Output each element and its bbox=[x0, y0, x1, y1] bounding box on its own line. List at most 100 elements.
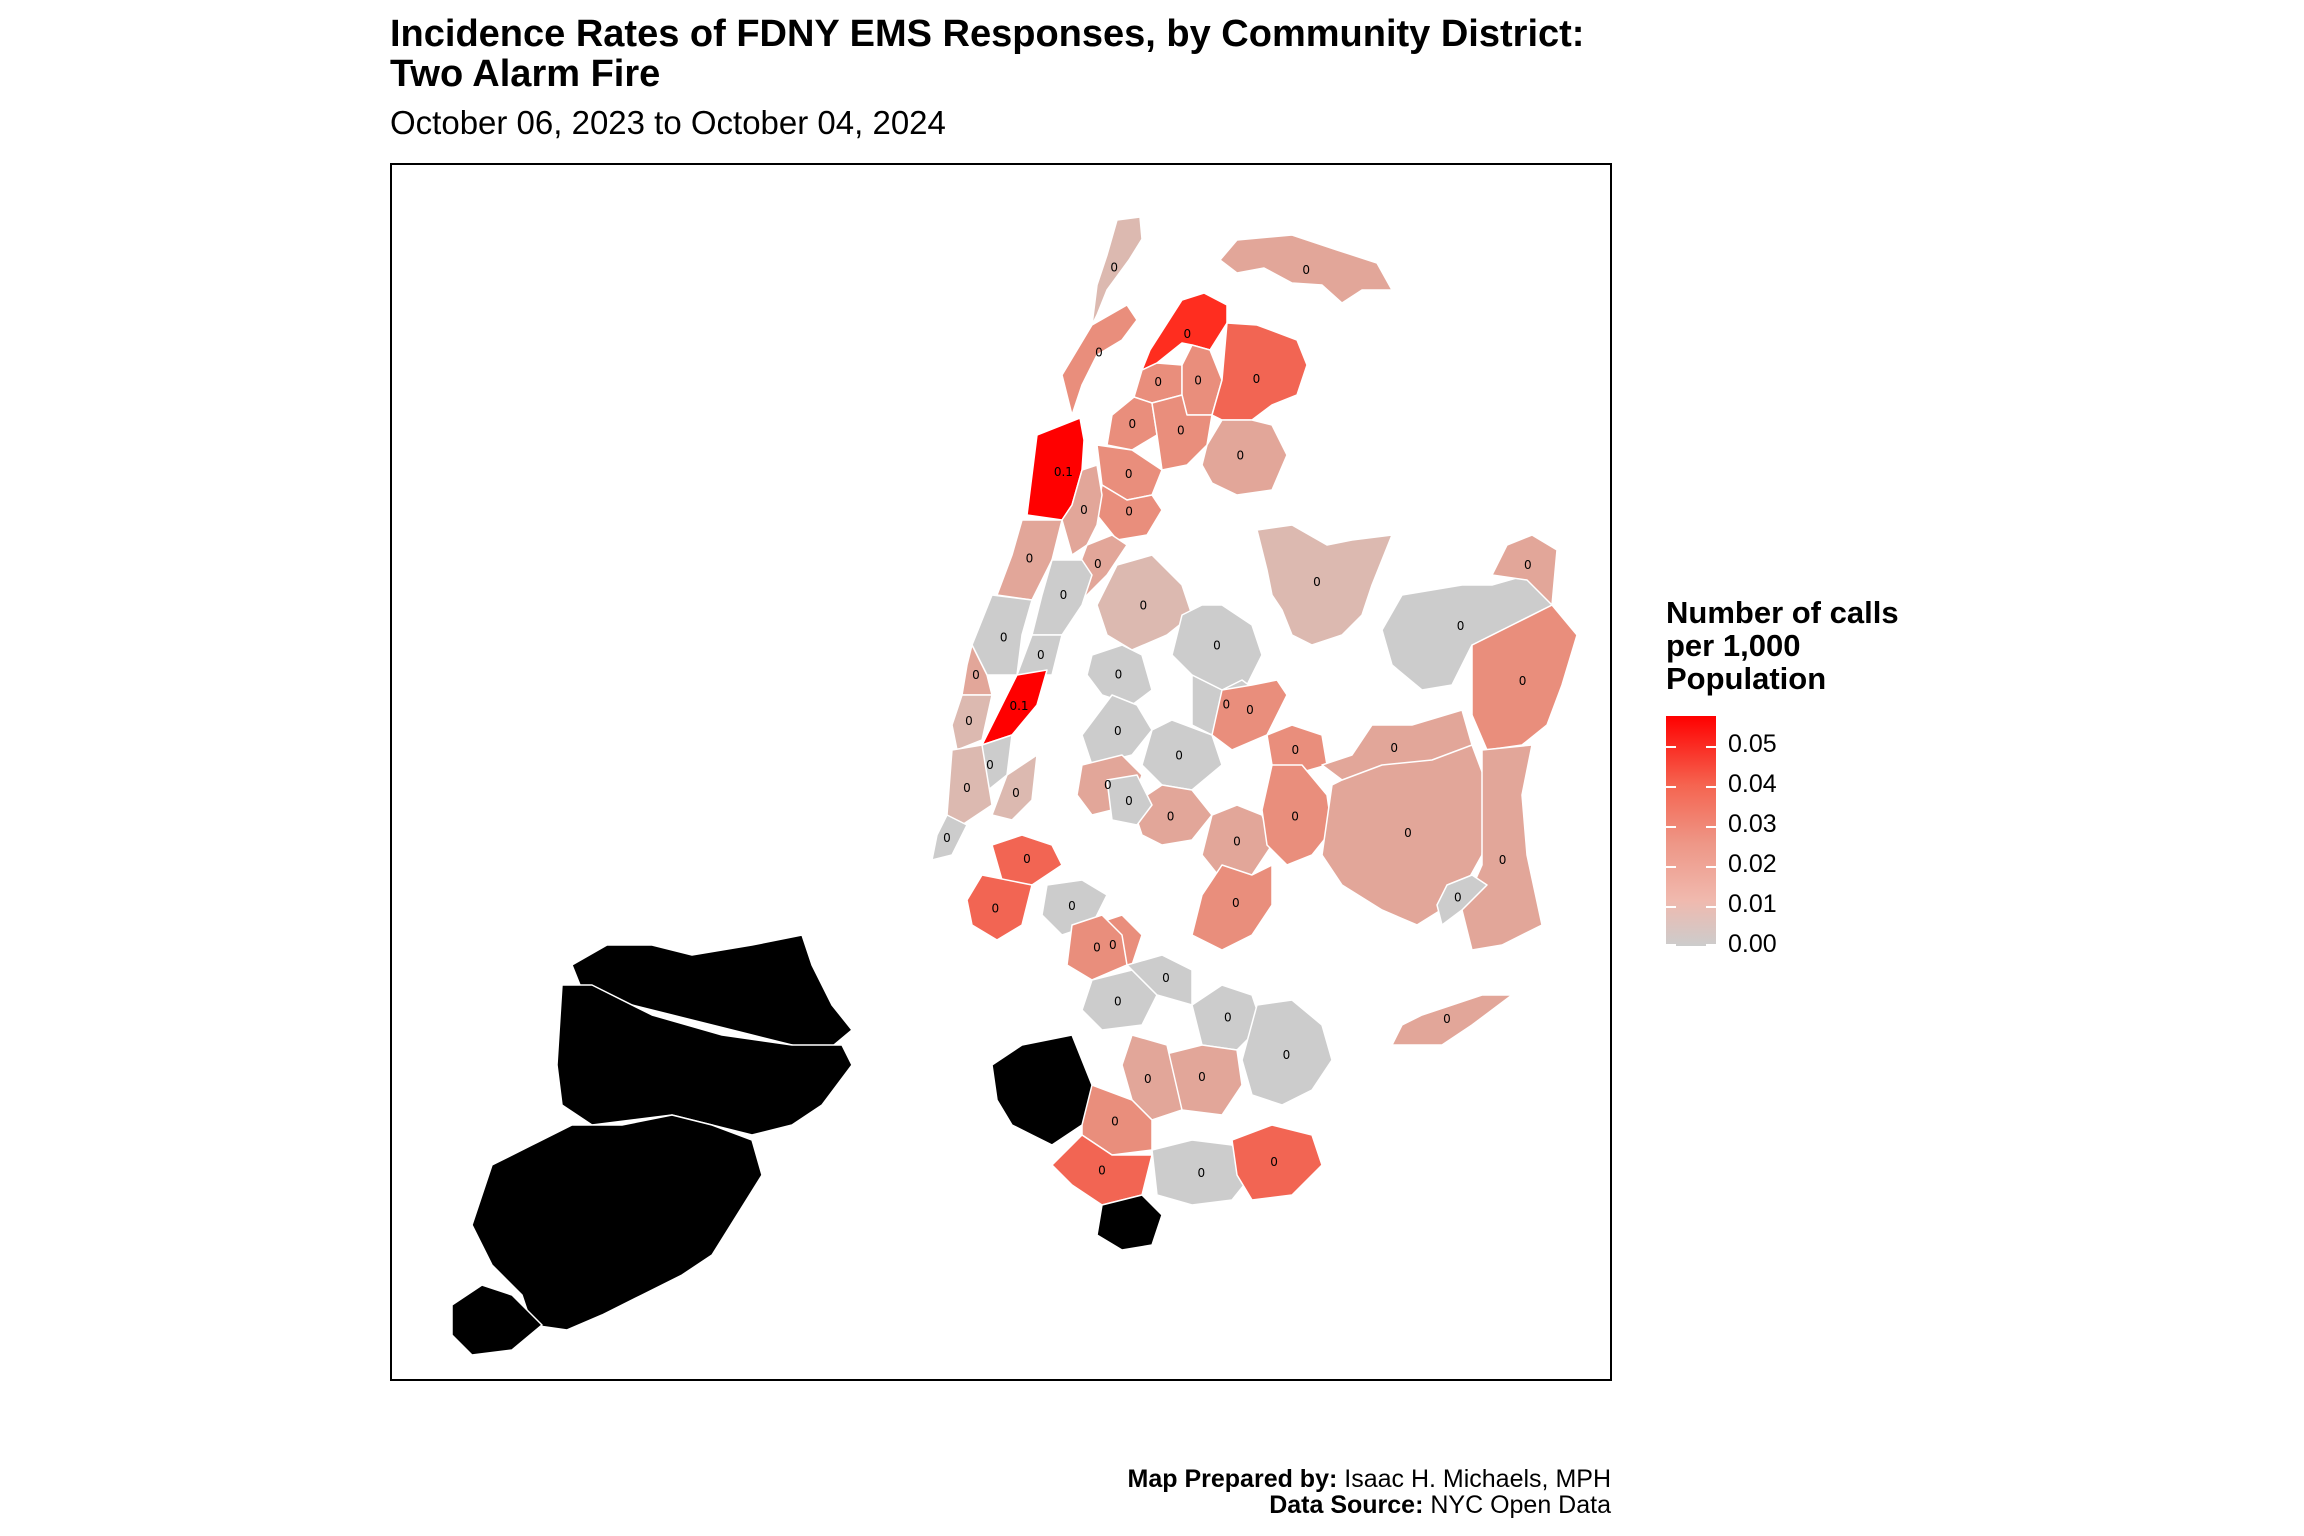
district-rate-label: 0 bbox=[1110, 260, 1118, 274]
district-rate-label: 0 bbox=[1246, 703, 1254, 717]
district-shape[interactable] bbox=[1086, 644, 1153, 706]
district-rate-label: 0 bbox=[1139, 599, 1147, 613]
district-shape[interactable] bbox=[946, 744, 993, 826]
district-rate-label: 0 bbox=[1125, 467, 1133, 481]
district-rate-label: 0 bbox=[1109, 938, 1117, 952]
district-shape[interactable] bbox=[1211, 322, 1308, 421]
prepared-by-line: Map Prepared by: Isaac H. Michaels, MPH bbox=[1128, 1466, 1611, 1492]
legend-tick-mark bbox=[1706, 746, 1716, 748]
district-shape[interactable] bbox=[1321, 709, 1473, 781]
district-shape[interactable] bbox=[1141, 719, 1223, 791]
district-rate-label: 0 bbox=[991, 901, 999, 915]
district-shape[interactable] bbox=[471, 1114, 763, 1331]
data-source-label: Data Source: bbox=[1269, 1491, 1424, 1519]
district-rate-label: 0 bbox=[1111, 1114, 1119, 1128]
district-rate-label: 0 bbox=[1012, 786, 1020, 800]
district-shape[interactable] bbox=[1061, 304, 1138, 416]
district-rate-label: 0 bbox=[1125, 504, 1133, 518]
district-shape[interactable] bbox=[1031, 559, 1093, 636]
legend-tick-mark bbox=[1666, 746, 1676, 748]
district-rate-label: 0 bbox=[943, 831, 951, 845]
district-shape[interactable] bbox=[1126, 954, 1193, 1006]
district-rate-label: 0 bbox=[1222, 697, 1230, 711]
legend-tick-label: 0.05 bbox=[1728, 730, 1777, 758]
district-rate-label: 0 bbox=[965, 714, 973, 728]
district-rate-label: 0 bbox=[1125, 794, 1133, 808]
district-shape[interactable] bbox=[1201, 804, 1273, 881]
district-rate-label: 0 bbox=[1114, 995, 1122, 1009]
legend-color-bar bbox=[1666, 716, 1716, 946]
district-shape[interactable] bbox=[1391, 994, 1513, 1046]
district-rate-label: 0 bbox=[1162, 971, 1170, 985]
district-shape[interactable] bbox=[1096, 484, 1163, 541]
prepared-by-label: Map Prepared by: bbox=[1127, 1465, 1338, 1493]
district-rate-label: 0 bbox=[1095, 346, 1103, 360]
district-rate-label: 0 bbox=[1175, 749, 1183, 763]
district-rate-label: 0 bbox=[1233, 834, 1241, 848]
district-shape[interactable] bbox=[571, 934, 853, 1056]
district-rate-label: 0 bbox=[1068, 899, 1076, 913]
district-shape[interactable] bbox=[1201, 419, 1288, 496]
district-rate-label: 0 bbox=[1104, 778, 1112, 792]
district-shape[interactable] bbox=[1231, 1124, 1323, 1201]
district-shape[interactable] bbox=[1061, 464, 1103, 556]
district-shape[interactable] bbox=[1091, 216, 1143, 326]
district-rate-label: 0 bbox=[1313, 575, 1321, 589]
district-rate-label: 0 bbox=[1499, 853, 1507, 867]
district-rate-label: 0.1 bbox=[1009, 699, 1028, 713]
district-rate-label: 0 bbox=[1291, 809, 1299, 823]
district-rate-label: 0 bbox=[1154, 375, 1162, 389]
district-shape[interactable] bbox=[1151, 1139, 1253, 1206]
legend-tick-mark bbox=[1706, 944, 1716, 946]
district-shape[interactable] bbox=[951, 694, 993, 751]
district-shape[interactable] bbox=[1151, 394, 1213, 471]
district-shape[interactable] bbox=[966, 874, 1033, 941]
district-shape[interactable] bbox=[1096, 554, 1193, 651]
district-rate-label: 0 bbox=[972, 668, 980, 682]
district-shape[interactable] bbox=[1491, 534, 1558, 606]
district-shape[interactable] bbox=[1261, 764, 1333, 866]
district-shape[interactable] bbox=[1256, 524, 1393, 646]
district-rate-label: 0 bbox=[1390, 741, 1398, 755]
district-shape[interactable] bbox=[1131, 784, 1213, 846]
legend-tick-mark bbox=[1666, 906, 1676, 908]
legend-tick-mark bbox=[1666, 866, 1676, 868]
district-rate-label: 0 bbox=[1236, 448, 1244, 462]
district-rate-label: 0 bbox=[1519, 674, 1527, 688]
district-shape[interactable] bbox=[1191, 864, 1273, 951]
district-rate-label: 0 bbox=[1080, 503, 1088, 517]
district-rate-label: 0 bbox=[986, 758, 994, 772]
district-rate-label: 0 bbox=[1144, 1072, 1152, 1086]
district-shape[interactable] bbox=[1081, 694, 1153, 766]
district-shape[interactable] bbox=[1381, 574, 1553, 691]
district-shape[interactable] bbox=[981, 669, 1048, 746]
district-rate-label: 0 bbox=[1291, 743, 1299, 757]
district-shape[interactable] bbox=[1241, 999, 1333, 1106]
district-shape[interactable] bbox=[1211, 679, 1288, 751]
district-rate-label: 0 bbox=[1302, 263, 1310, 277]
district-shape[interactable] bbox=[931, 814, 968, 861]
district-rate-label: 0 bbox=[1093, 941, 1101, 955]
district-rate-label: 0 bbox=[1404, 826, 1412, 840]
district-shape[interactable] bbox=[991, 1034, 1093, 1146]
district-rate-label: 0 bbox=[1177, 423, 1185, 437]
district-rate-label: 0 bbox=[1114, 724, 1122, 738]
legend-title: Number of calls per 1,000 Population bbox=[1666, 595, 1899, 696]
legend-tick-mark bbox=[1706, 866, 1716, 868]
district-rate-label: 0 bbox=[1524, 558, 1532, 572]
district-shape[interactable] bbox=[1106, 774, 1153, 826]
legend-tick-label: 0.02 bbox=[1728, 850, 1777, 878]
district-shape[interactable] bbox=[1219, 234, 1393, 304]
district-rate-label: 0 bbox=[1037, 648, 1045, 662]
district-shape[interactable] bbox=[1096, 1194, 1163, 1251]
district-shape[interactable] bbox=[1436, 874, 1488, 926]
legend: Number of calls per 1,000 Population 0.0… bbox=[1666, 595, 1966, 958]
district-rate-label: 0 bbox=[1060, 588, 1068, 602]
legend-tick-mark bbox=[1706, 826, 1716, 828]
district-shape[interactable] bbox=[556, 984, 853, 1136]
district-shape[interactable] bbox=[451, 1284, 543, 1356]
district-shape[interactable] bbox=[991, 754, 1038, 821]
district-shape[interactable] bbox=[1016, 634, 1063, 676]
district-shape[interactable] bbox=[1171, 604, 1263, 691]
footer-credits: Map Prepared by: Isaac H. Michaels, MPH … bbox=[1128, 1466, 1611, 1518]
